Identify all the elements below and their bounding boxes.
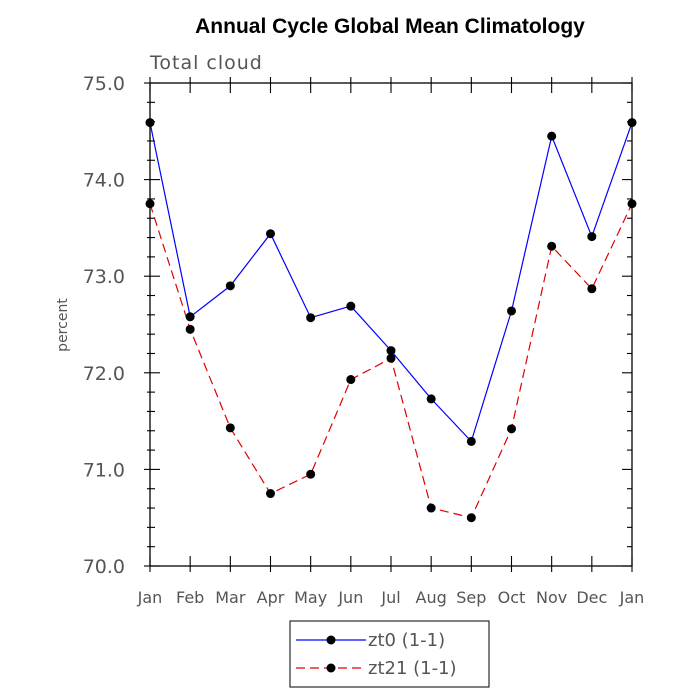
series-0-point (426, 394, 436, 404)
y-tick-label: 70.0 (83, 556, 125, 578)
series-1-point (507, 424, 516, 434)
x-tick-label: May (294, 588, 327, 607)
y-axis-label: percent (55, 298, 71, 352)
x-tick-label: Mar (215, 588, 246, 607)
series-1-point (306, 469, 316, 479)
y-tick-label: 73.0 (83, 266, 125, 288)
legend-marker-1 (326, 663, 336, 673)
chart-subtitle: Total cloud (149, 52, 263, 74)
series-0-point (306, 313, 316, 323)
x-tick-label: Jan (619, 588, 645, 607)
x-tick-label: Apr (257, 588, 285, 607)
y-tick-label: 75.0 (83, 73, 125, 95)
x-tick-label: Aug (416, 588, 447, 607)
series-0-point (466, 436, 476, 446)
x-tick-label: Jan (137, 588, 163, 607)
series-lines (149, 122, 633, 519)
series-1-point (466, 513, 476, 523)
y-tick-label: 71.0 (83, 459, 125, 481)
legend-items: zt0 (1-1) zt21 (1-1) (296, 630, 457, 679)
legend-label-0: zt0 (1-1) (368, 630, 445, 651)
series-0-point (587, 232, 597, 242)
series-0-point (547, 131, 557, 141)
legend-label-1: zt21 (1-1) (368, 658, 457, 679)
x-tick-label: Sep (456, 588, 486, 607)
series-0-point (507, 306, 516, 316)
series-0-point (185, 312, 195, 322)
x-tick-labels: Jan Feb Mar Apr May Jun Jul Aug Sep Oct Nov Dec Jan (137, 588, 645, 607)
x-tick-label: Jun (337, 588, 363, 607)
x-tick-label: Oct (498, 588, 526, 607)
axis-ticks (144, 77, 633, 572)
series-0-point (225, 281, 235, 291)
y-tick-label: 74.0 (83, 170, 125, 192)
series-1-point (547, 241, 557, 251)
series-markers (145, 118, 637, 523)
x-tick-label: Nov (536, 588, 567, 607)
series-1-point (426, 503, 436, 513)
series-0-point (346, 301, 356, 311)
series-1-point (266, 489, 275, 499)
x-tick-label: Feb (176, 588, 204, 607)
series-1-point (386, 353, 396, 363)
series-line-0 (149, 122, 633, 443)
series-1-point (346, 375, 356, 385)
y-tick-label: 72.0 (83, 363, 125, 385)
series-0-point (386, 346, 396, 356)
plot-frame (149, 82, 633, 567)
series-1-point (225, 423, 235, 433)
series-1-point (587, 284, 597, 294)
series-1-point (185, 324, 195, 334)
legend-box (289, 620, 490, 688)
series-0-point (266, 229, 275, 239)
x-tick-label: Jul (380, 588, 400, 607)
legend-marker-0 (326, 635, 336, 645)
chart-title: Annual Cycle Global Mean Climatology (195, 15, 585, 38)
x-tick-label: Dec (576, 588, 607, 607)
legend: zt0 (1-1) zt21 (1-1) (289, 620, 490, 688)
y-tick-labels: 70.0 71.0 72.0 73.0 74.0 75.0 (83, 73, 125, 578)
